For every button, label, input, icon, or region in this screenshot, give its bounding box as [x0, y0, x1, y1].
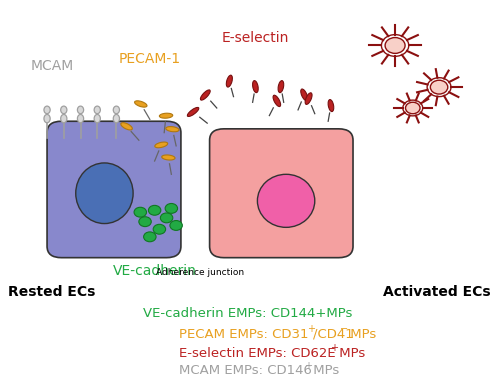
Text: Activated ECs: Activated ECs	[383, 285, 490, 299]
Ellipse shape	[301, 89, 308, 101]
Ellipse shape	[60, 106, 67, 114]
Text: MCAM: MCAM	[30, 59, 74, 73]
Ellipse shape	[258, 174, 315, 227]
Circle shape	[170, 221, 182, 230]
Ellipse shape	[160, 113, 172, 118]
Ellipse shape	[114, 106, 119, 114]
Ellipse shape	[94, 114, 100, 123]
Circle shape	[134, 207, 146, 217]
Ellipse shape	[121, 123, 132, 130]
Ellipse shape	[94, 106, 100, 114]
Text: +: +	[307, 324, 315, 334]
Circle shape	[148, 205, 161, 215]
Circle shape	[165, 204, 177, 213]
Text: VE-cadherin: VE-cadherin	[112, 264, 196, 278]
Circle shape	[153, 224, 166, 234]
Text: −: −	[340, 324, 348, 334]
Circle shape	[144, 232, 156, 242]
Ellipse shape	[155, 142, 168, 148]
Text: Rested ECs: Rested ECs	[8, 285, 96, 299]
Text: MCAM EMPs: CD146: MCAM EMPs: CD146	[178, 364, 312, 377]
Ellipse shape	[305, 93, 312, 104]
Text: MPs: MPs	[309, 364, 340, 377]
Ellipse shape	[328, 100, 334, 111]
Ellipse shape	[44, 114, 50, 123]
Text: PECAM EMPs: CD31: PECAM EMPs: CD31	[178, 328, 308, 341]
Text: +: +	[330, 343, 338, 353]
Circle shape	[139, 217, 151, 227]
Ellipse shape	[78, 114, 84, 123]
Circle shape	[406, 102, 420, 114]
Ellipse shape	[162, 155, 175, 160]
Text: E-selectin EMPs: CD62E: E-selectin EMPs: CD62E	[178, 347, 335, 360]
Circle shape	[160, 213, 173, 223]
Ellipse shape	[226, 75, 232, 87]
Ellipse shape	[166, 127, 179, 132]
Ellipse shape	[278, 81, 283, 92]
Ellipse shape	[188, 107, 199, 116]
Text: VE-cadherin EMPs: CD144+MPs: VE-cadherin EMPs: CD144+MPs	[143, 307, 352, 320]
Ellipse shape	[78, 106, 84, 114]
Circle shape	[385, 38, 405, 53]
Text: Adherence junction: Adherence junction	[156, 268, 244, 277]
Circle shape	[430, 80, 448, 94]
Text: PECAM-1: PECAM-1	[119, 52, 181, 66]
Text: E-selectin: E-selectin	[222, 31, 288, 45]
Text: +: +	[304, 361, 312, 371]
Text: MPs: MPs	[346, 328, 376, 341]
Ellipse shape	[252, 81, 258, 92]
Text: MPs: MPs	[335, 347, 365, 360]
Ellipse shape	[200, 90, 210, 100]
Ellipse shape	[76, 163, 133, 224]
Ellipse shape	[134, 101, 147, 107]
FancyBboxPatch shape	[210, 129, 353, 258]
Ellipse shape	[44, 106, 50, 114]
Ellipse shape	[273, 95, 280, 106]
Ellipse shape	[114, 114, 119, 123]
FancyBboxPatch shape	[47, 121, 181, 258]
Text: /CD41: /CD41	[313, 328, 354, 341]
Ellipse shape	[60, 114, 67, 123]
